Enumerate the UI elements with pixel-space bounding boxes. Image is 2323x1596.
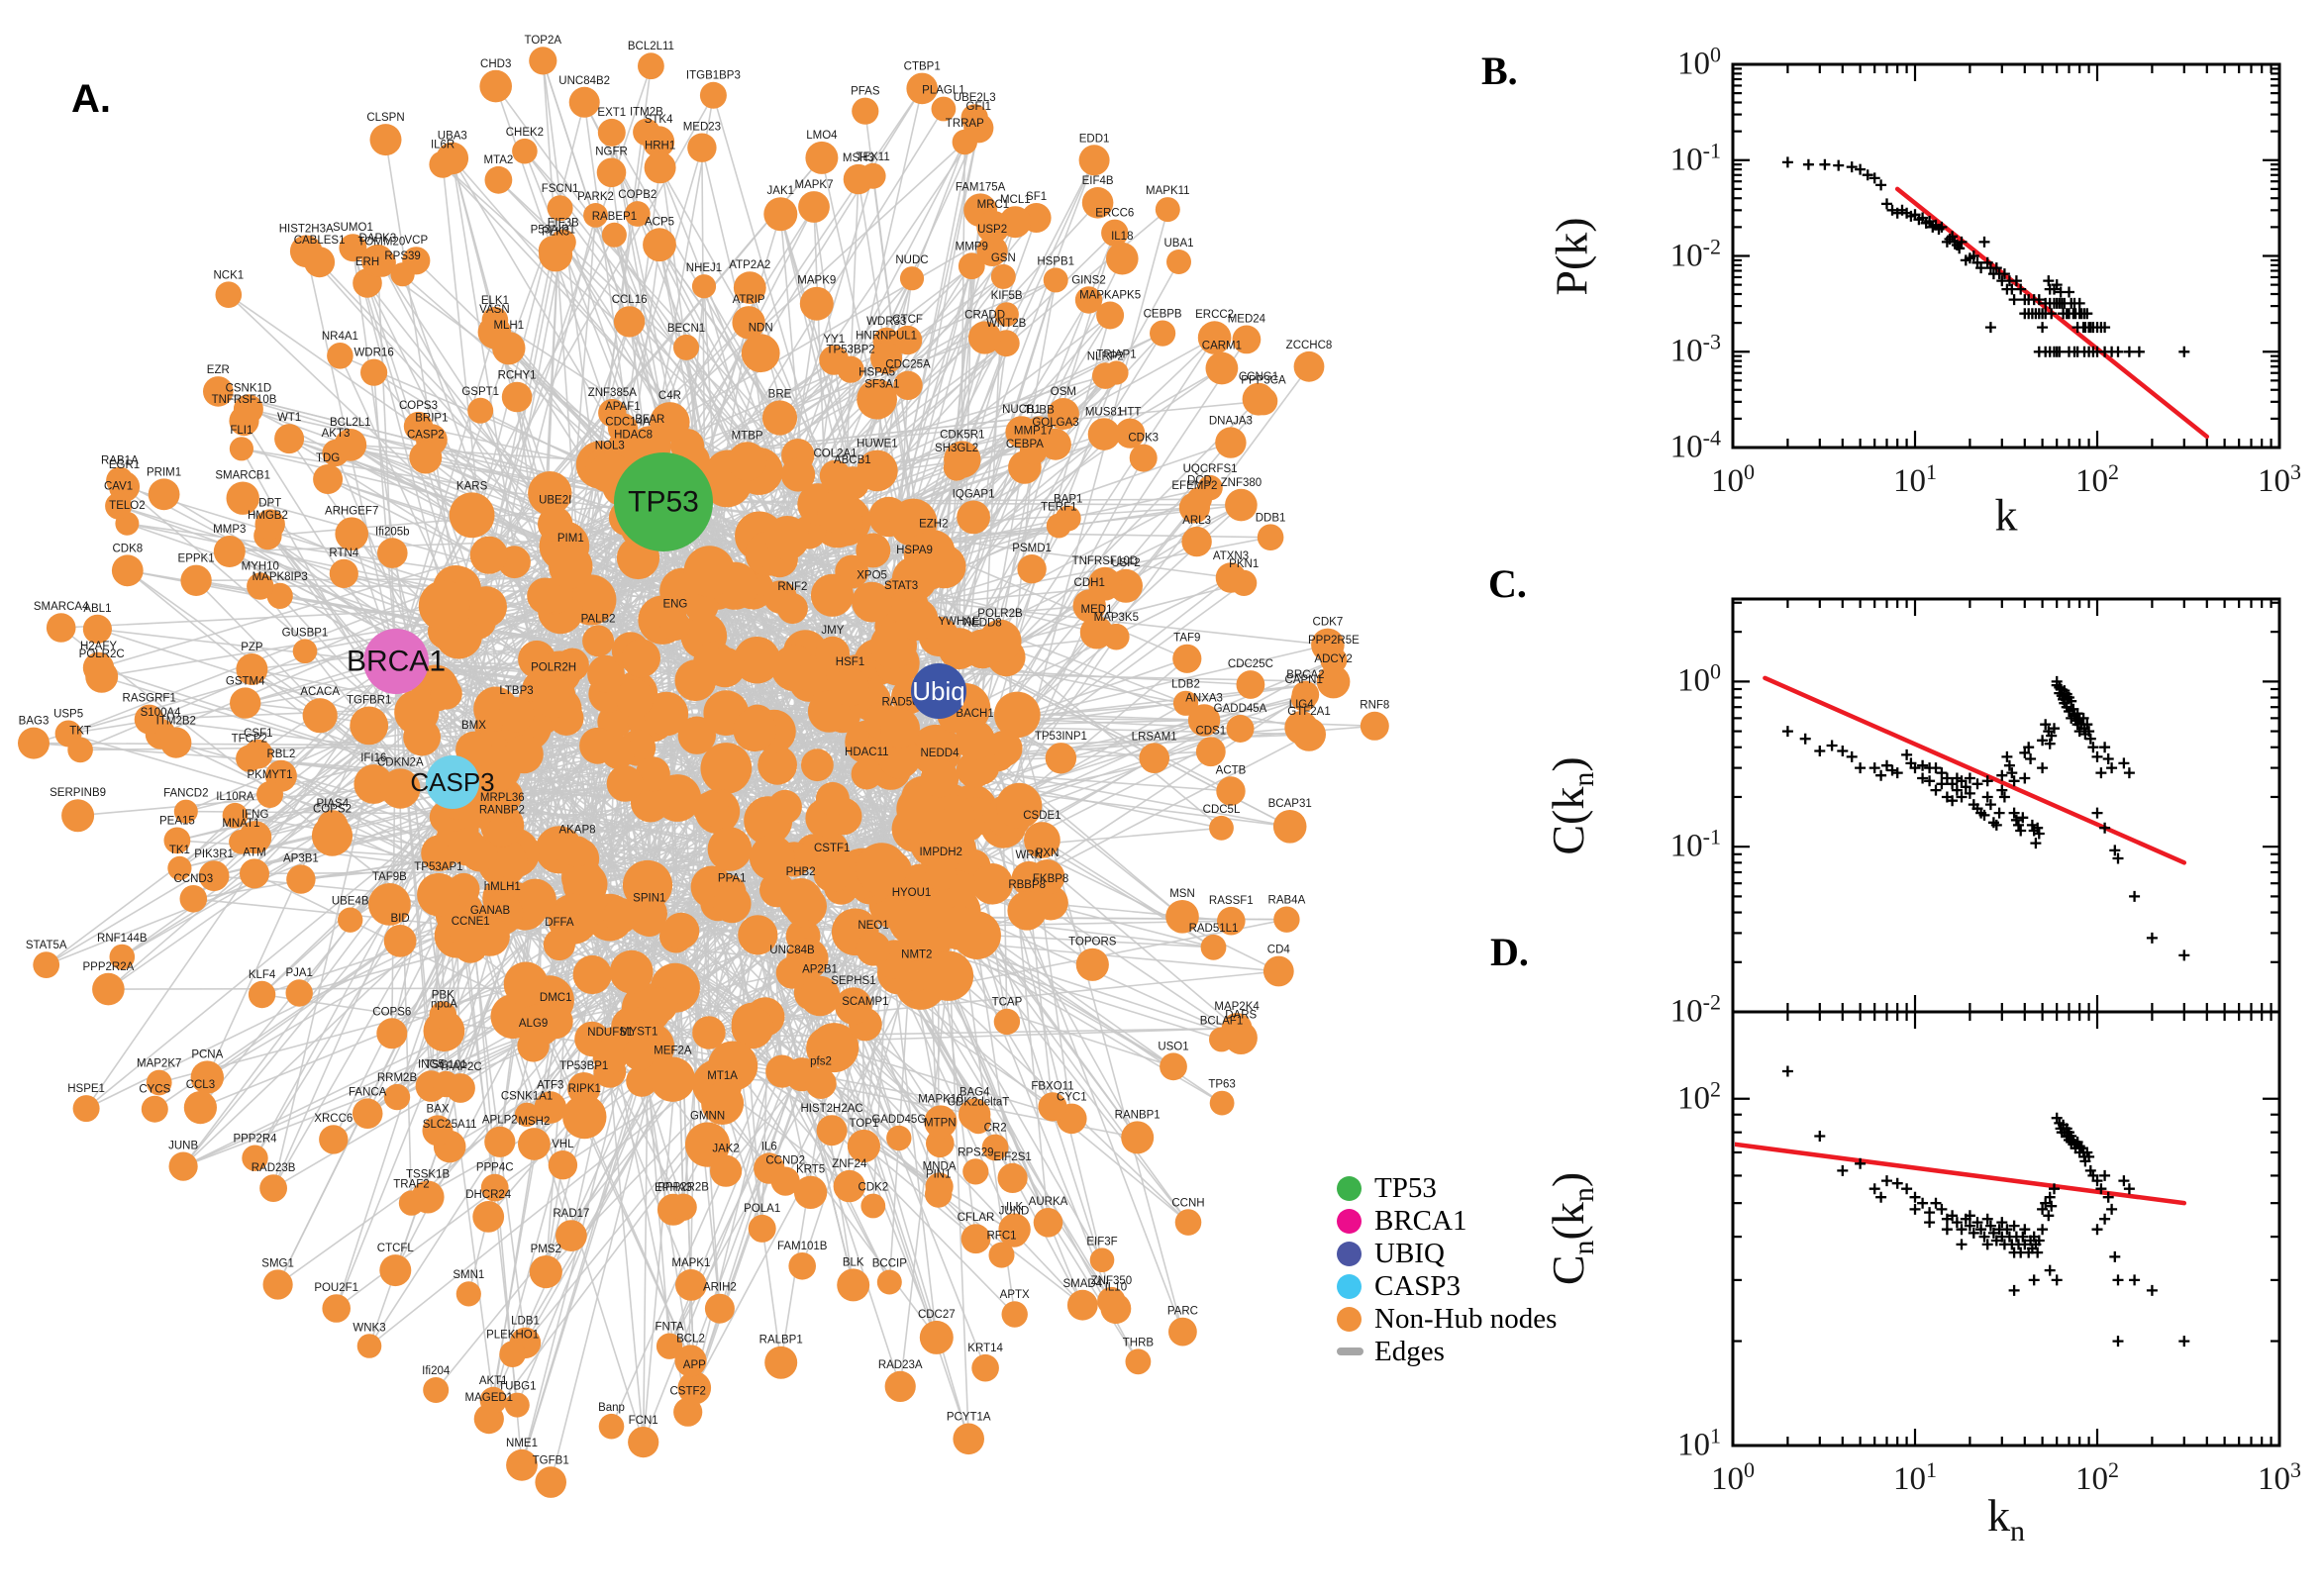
- chart-B-ytick: 10-3: [1669, 329, 1721, 369]
- legend-item-ubiq: UBIQ: [1337, 1238, 1557, 1269]
- legend-item-casp3: CASP3: [1337, 1270, 1557, 1302]
- legend-item-brca1: BRCA1: [1337, 1205, 1557, 1237]
- chart-B-ytick: 10-2: [1669, 233, 1721, 273]
- chart-B-ticks: [1731, 62, 2281, 449]
- chart-D-fit-line: [1735, 1142, 2187, 1206]
- panel-label-c: C.: [1488, 561, 1527, 606]
- network-node-labels: TCAPIfi204TP53INP1P53AIP1H2AFYSMG1ZCCHC8…: [19, 35, 1390, 1466]
- legend-item-tp53: TP53: [1337, 1172, 1557, 1204]
- chart-C-ticks: [1731, 599, 2281, 1014]
- chart-D-xtick: 100: [1711, 1457, 1755, 1497]
- chart-B-xtick: 102: [2075, 459, 2119, 499]
- hub-brca1: BRCA1: [347, 629, 446, 694]
- chart-C-points: [1781, 675, 2190, 961]
- chart-C-ytick: 100: [1677, 658, 1721, 699]
- chart-B-ytick: 10-4: [1669, 425, 1721, 465]
- chart-D: [1731, 1010, 2281, 1447]
- node-swatch-icon: [1337, 1208, 1362, 1234]
- chart-C-ylabel: C(kn): [1542, 755, 1601, 855]
- legend-item-label: CASP3: [1374, 1269, 1462, 1302]
- chart-D-xtick: 102: [2075, 1457, 2119, 1497]
- panel-label-b: B.: [1481, 49, 1518, 93]
- legend-item-label: Edges: [1374, 1335, 1445, 1367]
- chart-B-xtick: 103: [2258, 459, 2301, 499]
- hub-tp53: TP53: [614, 452, 713, 551]
- chart-B-xlabel: k: [1994, 489, 2018, 541]
- node-swatch-icon: [1337, 1241, 1362, 1266]
- chart-C: [1731, 597, 2281, 1014]
- panel-label-a: A.: [71, 77, 111, 121]
- node-swatch-icon: [1337, 1175, 1362, 1201]
- network-graph: TCAPIfi204TP53INP1P53AIP1H2AFYSMG1ZCCHC8…: [18, 35, 1390, 1498]
- chart-D-xlabel: kn: [1987, 1489, 2025, 1548]
- chart-D-ytick: 101: [1677, 1423, 1721, 1463]
- legend-item-edges: Edges: [1337, 1336, 1557, 1367]
- chart-B-ytick: 100: [1677, 42, 1721, 82]
- hub-casp3: CASP3: [410, 755, 495, 809]
- node-swatch-icon: [1337, 1306, 1362, 1332]
- chart-D-xtick: 101: [1893, 1457, 1937, 1497]
- chart-B-xtick: 101: [1893, 459, 1937, 499]
- legend-item-label: Non-Hub nodes: [1374, 1302, 1558, 1335]
- chart-B-ytick: 10-1: [1669, 138, 1721, 178]
- node-swatch-icon: [1337, 1273, 1362, 1299]
- legend-item-label: TP53: [1374, 1171, 1437, 1204]
- chart-D-points: [1781, 1065, 2190, 1347]
- edge-swatch-icon: [1337, 1347, 1364, 1355]
- chart-B-xtick: 100: [1711, 459, 1755, 499]
- chart-C-ytick: 10-2: [1669, 989, 1721, 1030]
- chart-D-xtick: 103: [2258, 1457, 2301, 1497]
- legend-item-non-hub-nodes: Non-Hub nodes: [1337, 1303, 1557, 1335]
- legend: TP53 BRCA1 UBIQ CASP3 Non-Hub nodes Edges: [1337, 1172, 1557, 1368]
- chart-B: [1731, 62, 2281, 449]
- chart-C-frame: [1731, 597, 2281, 1014]
- chart-D-ytick: 102: [1677, 1076, 1721, 1117]
- hub-ubiq: Ubiq: [911, 663, 966, 719]
- legend-item-label: BRCA1: [1374, 1204, 1467, 1237]
- chart-C-fit-line: [1763, 675, 2187, 865]
- chart-B-ylabel: P(k): [1546, 216, 1597, 296]
- chart-C-ytick: 10-1: [1669, 824, 1721, 864]
- panel-label-d: D.: [1490, 930, 1529, 974]
- network-nodes: [18, 47, 1389, 1498]
- legend-item-label: UBIQ: [1374, 1237, 1445, 1269]
- chart-D-frame: [1731, 1010, 2281, 1447]
- chart-B-frame: [1731, 62, 2281, 449]
- chart-B-points: [1781, 156, 2190, 357]
